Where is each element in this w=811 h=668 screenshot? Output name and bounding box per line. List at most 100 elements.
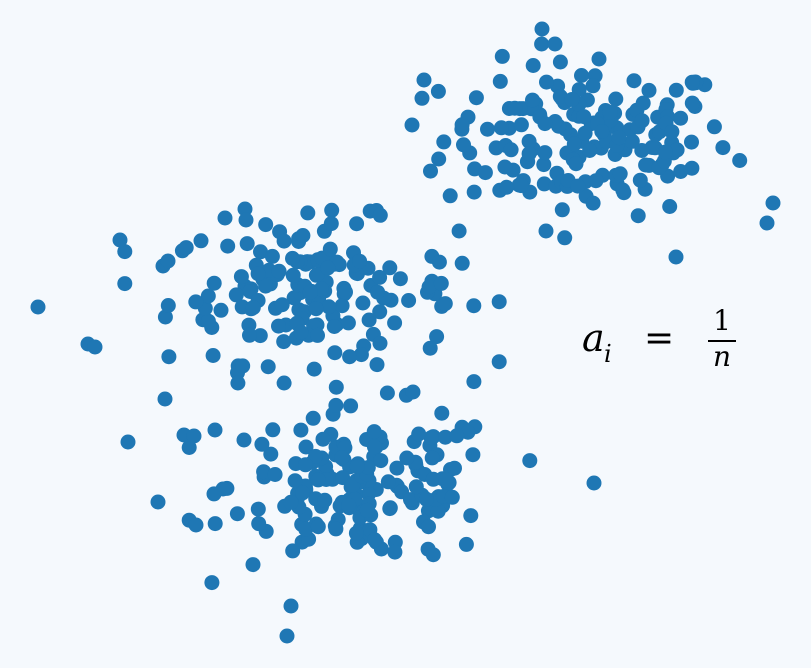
formula-equals-sign: = [644,318,674,359]
scatter-point [302,284,318,300]
scatter-point [276,375,292,391]
scatter-point [430,83,446,99]
scatter-point [451,223,467,239]
scatter-point [276,233,292,249]
scatter-point [423,430,439,446]
scatter-point [245,300,261,316]
scatter-point [493,120,509,136]
formula-numerator: 1 [713,304,731,337]
scatter-point [759,215,775,231]
scatter-point [308,301,324,317]
scatter-point [463,508,479,524]
formula-lhs-base: a [582,316,605,360]
scatter-point [416,72,432,88]
scatter-point [359,502,375,518]
scatter-point [285,250,300,266]
scatter-point [181,440,197,455]
scatter-point [525,92,540,108]
scatter-point [732,153,748,168]
scatter-point [418,491,434,507]
scatter-point [238,212,254,228]
scatter-point [373,453,389,469]
scatter-point [466,374,482,390]
scatter-point [320,260,336,276]
scatter-point [552,88,568,104]
scatter-point [437,429,453,445]
scatter-point [536,157,552,173]
scatter-point [321,299,337,315]
scatter-point [233,269,249,285]
scatter-point [120,434,136,450]
scatter-point [283,494,299,510]
scatter-point [326,319,342,334]
scatter-point [632,172,648,188]
scatter-point [256,464,272,480]
scatter-point [117,276,133,292]
scatter-point [537,116,553,132]
scatter-point [497,159,513,175]
scatter-point [414,90,430,106]
scatter-point [242,327,257,343]
scatter-point [271,263,287,279]
scatter-point [706,119,722,135]
scatter-point [310,519,326,535]
scatter-point [602,104,618,120]
scatter-point [342,349,358,365]
scatter-point [552,54,568,70]
scatter-point [668,82,684,98]
scatter-point [421,279,437,295]
scatter-point [245,557,261,573]
scatter-point [673,164,689,179]
formula-lhs-subscript: i [604,340,612,368]
scatter-point [547,36,563,52]
scatter-point [30,299,46,315]
scatter-point [324,202,340,218]
scatter-point [492,73,508,89]
scatter-point [634,143,650,158]
scatter-point [328,397,344,413]
scatter-point [392,271,408,287]
scatter-point [300,205,316,221]
scatter-point [279,628,295,644]
scatter-point [641,82,657,98]
scatter-point [379,385,395,401]
scatter-point [522,453,538,469]
scatter-point [765,195,781,211]
scatter-point [205,348,221,363]
scatter-point [271,318,286,334]
scatter-point [283,598,299,614]
scatter-point [521,146,537,162]
scatter-point [431,254,447,270]
scatter-point [582,143,598,158]
scatter-point [213,302,229,318]
scatter-point [186,428,202,444]
scatter-point [403,492,418,508]
scatter-point [298,457,313,473]
scatter-point [568,156,584,172]
scatter-point [634,113,650,129]
scatter-point [236,432,252,448]
scatter-point [117,244,133,260]
scatter-point [399,450,415,466]
scatter-point [436,134,452,150]
scatter-point [298,521,314,537]
scatter-point [521,133,537,149]
scatter-point [317,492,333,508]
scatter-point [334,298,350,314]
scatter-point [150,494,166,510]
scatter-point [536,176,552,192]
scatter-point [499,179,515,195]
scatter-point [254,436,270,452]
scatter-point [328,521,344,537]
scatter-point [340,315,356,331]
formula-annotation: a i = 1 n [582,304,736,373]
scatter-point [366,439,382,455]
data-points-layer [30,21,781,644]
scatter-point [237,201,253,217]
scatter-point [456,137,471,153]
scatter-point [322,241,338,257]
scatter-point [466,298,482,314]
scatter-point [684,74,700,90]
scatter-point [252,328,268,344]
scatter-point [239,236,255,252]
